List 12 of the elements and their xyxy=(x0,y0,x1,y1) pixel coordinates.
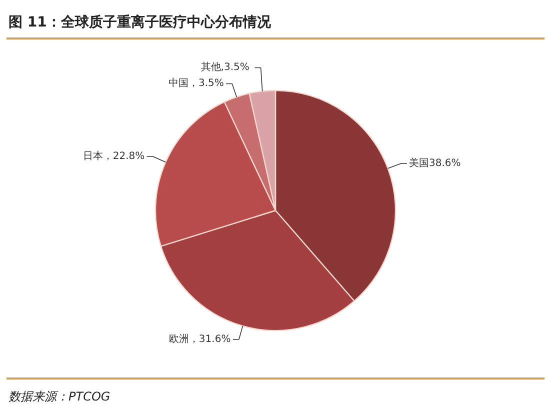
slice-label: 欧洲 xyxy=(168,332,189,345)
data-label: ，22.8% xyxy=(102,151,145,162)
slice-label: 中国 xyxy=(168,77,188,90)
slice-label: 美国 xyxy=(409,157,429,170)
slice-label: 其他 xyxy=(200,61,221,74)
data-label: ，3.5% xyxy=(188,78,224,90)
chart-title: 图 11：全球质子重离子医疗中心分布情况 xyxy=(8,14,272,30)
data-label: 38.6% xyxy=(429,158,461,170)
data-label: ,3.5% xyxy=(220,62,250,74)
data-label: ，31.6% xyxy=(188,334,231,345)
slice-label: 日本 xyxy=(82,150,103,162)
source-note: 数据来源：PTCOG xyxy=(8,390,110,404)
